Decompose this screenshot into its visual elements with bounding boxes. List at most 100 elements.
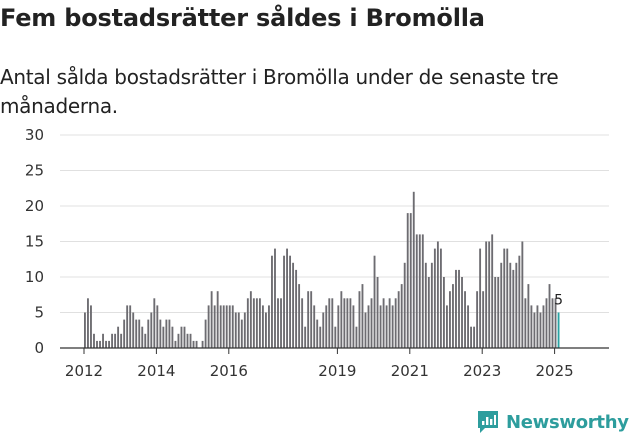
bar — [183, 326, 186, 348]
bar — [117, 326, 120, 348]
bar — [132, 312, 135, 348]
bar — [268, 305, 270, 348]
bar — [231, 305, 234, 348]
bar — [412, 191, 415, 348]
bar — [180, 326, 183, 348]
bar — [470, 326, 472, 348]
bar — [424, 262, 427, 348]
bar — [195, 340, 198, 348]
bar — [430, 262, 433, 348]
bar — [355, 326, 358, 348]
bar — [382, 298, 385, 348]
bar — [301, 298, 304, 348]
bar — [334, 326, 337, 348]
bar — [349, 298, 352, 348]
bar — [322, 312, 325, 348]
bar — [358, 291, 361, 348]
bar — [391, 305, 394, 348]
bar — [542, 305, 545, 348]
bar — [271, 255, 273, 348]
bar — [527, 284, 530, 348]
gridlines — [60, 134, 609, 313]
bar — [162, 326, 165, 348]
bar — [111, 333, 114, 348]
y-tick-label: 20 — [25, 197, 44, 215]
bar — [515, 262, 518, 348]
bar — [467, 305, 469, 348]
newsworthy-logo[interactable]: Newsworthy — [476, 407, 629, 437]
bar — [482, 291, 485, 348]
bar — [243, 312, 246, 348]
bar — [497, 277, 500, 348]
bar — [96, 340, 98, 348]
bar — [337, 305, 340, 348]
y-tick-label: 0 — [34, 339, 44, 357]
bar — [397, 291, 400, 348]
bar — [225, 305, 228, 348]
bar — [93, 333, 95, 348]
bar — [153, 298, 156, 348]
bar — [346, 298, 349, 348]
bar — [126, 305, 129, 348]
bar — [135, 319, 138, 348]
bar — [216, 291, 219, 348]
x-tick-label: 2012 — [65, 362, 103, 380]
bar — [108, 340, 110, 348]
y-tick-label: 25 — [25, 162, 44, 180]
bar — [114, 333, 117, 348]
bar — [174, 340, 177, 348]
bar — [533, 312, 536, 348]
bar — [524, 298, 527, 348]
bar — [168, 319, 171, 348]
bar — [452, 284, 454, 348]
bar — [409, 213, 412, 348]
bar — [138, 319, 141, 348]
bar — [192, 340, 195, 348]
x-axis — [60, 347, 609, 354]
bar — [545, 298, 548, 348]
bar — [331, 298, 334, 348]
bar — [129, 305, 132, 348]
y-tick-label: 10 — [25, 268, 44, 286]
bar — [403, 262, 406, 348]
bar — [228, 305, 231, 348]
bar — [210, 291, 213, 348]
bar — [240, 319, 243, 348]
bar — [277, 298, 279, 348]
bar — [310, 291, 313, 348]
bar — [479, 248, 482, 348]
bar — [506, 248, 509, 348]
bar — [102, 333, 104, 348]
bar — [304, 326, 307, 348]
bar — [370, 298, 373, 348]
bar — [488, 241, 491, 348]
bar — [340, 291, 343, 348]
bar — [283, 255, 285, 348]
x-tick-label: 2019 — [318, 362, 356, 380]
bar — [394, 298, 397, 348]
chart-subtitle: Antal sålda bostadsrätter i Bromölla und… — [0, 65, 559, 118]
bar — [433, 248, 436, 348]
bar — [500, 262, 503, 348]
bar — [204, 319, 207, 348]
bar — [274, 248, 276, 348]
bar-highlight — [557, 312, 560, 348]
bar — [376, 277, 379, 348]
bar — [439, 248, 442, 348]
x-axis-labels: 2012 2014 2016 2019 2021 2023 2025 — [65, 362, 574, 380]
bar — [548, 284, 551, 348]
x-tick-label: 2021 — [391, 362, 429, 380]
x-tick-label: 2023 — [463, 362, 501, 380]
bar — [307, 291, 310, 348]
x-tick-label: 2025 — [536, 362, 574, 380]
bar — [473, 326, 476, 348]
bar — [494, 277, 497, 348]
bar — [436, 241, 439, 348]
bar — [295, 269, 298, 348]
bar — [186, 333, 189, 348]
bar — [503, 248, 506, 348]
bar — [476, 291, 479, 348]
bar — [144, 333, 147, 348]
bar — [99, 340, 101, 348]
